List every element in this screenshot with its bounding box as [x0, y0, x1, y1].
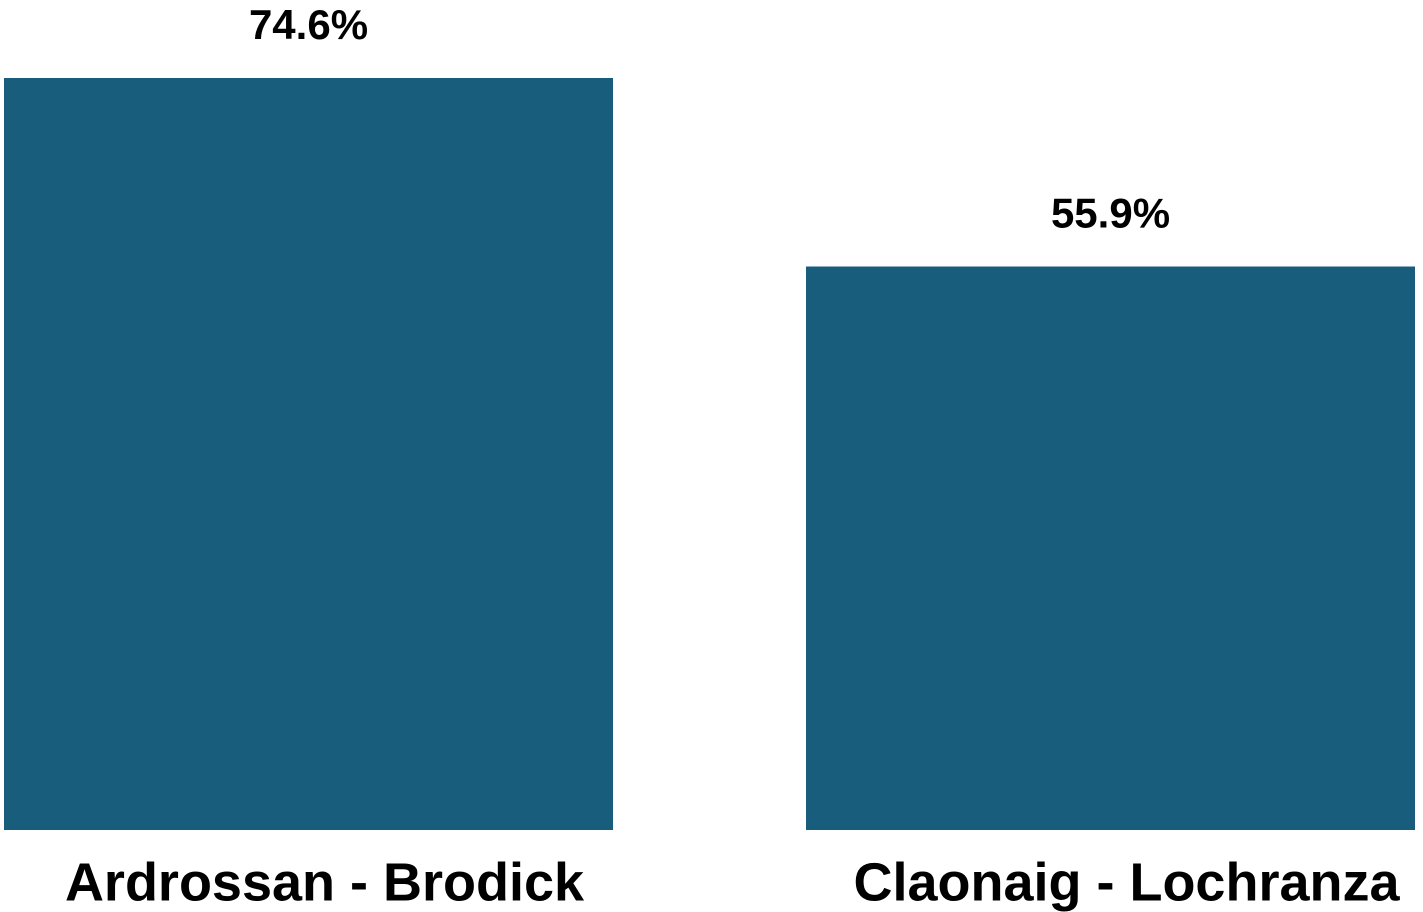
bar: [806, 266, 1415, 830]
bar: [4, 78, 613, 830]
value-label: 55.9%: [1051, 190, 1170, 237]
value-label: 74.6%: [249, 1, 368, 48]
x-tick-label: Ardrossan - Brodick: [65, 852, 585, 912]
x-tick-label: Claonaig - Lochranza: [853, 852, 1400, 912]
